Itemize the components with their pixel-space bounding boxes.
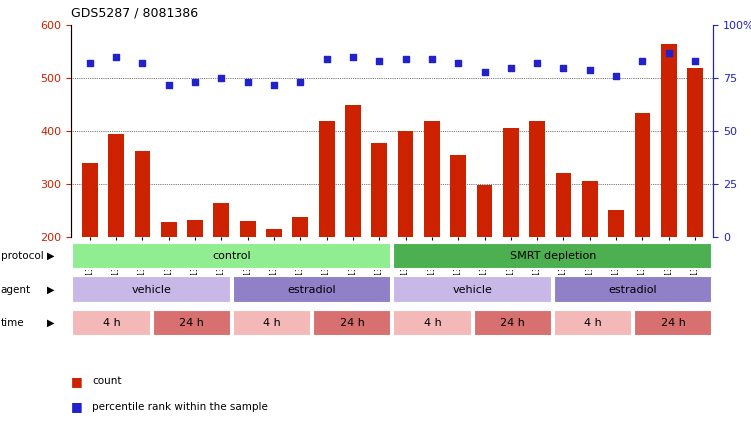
- Point: [531, 60, 543, 67]
- Bar: [82, 163, 98, 343]
- Point: [137, 60, 149, 67]
- Bar: [661, 44, 677, 343]
- Bar: [503, 129, 519, 343]
- Text: 4 h: 4 h: [103, 318, 120, 328]
- Bar: [240, 221, 255, 343]
- Text: estradiol: estradiol: [609, 285, 657, 294]
- Bar: [424, 121, 440, 343]
- Bar: [292, 217, 308, 343]
- Bar: [371, 143, 387, 343]
- Point: [268, 81, 280, 88]
- Text: time: time: [1, 318, 24, 328]
- Text: agent: agent: [1, 285, 31, 294]
- FancyBboxPatch shape: [152, 310, 231, 336]
- Bar: [582, 181, 598, 343]
- FancyBboxPatch shape: [394, 310, 472, 336]
- Point: [662, 49, 674, 56]
- Text: 4 h: 4 h: [263, 318, 281, 328]
- FancyBboxPatch shape: [394, 276, 552, 303]
- Point: [478, 69, 490, 75]
- Text: estradiol: estradiol: [288, 285, 336, 294]
- Point: [584, 66, 596, 73]
- Bar: [477, 185, 493, 343]
- Point: [610, 73, 622, 80]
- Text: 24 h: 24 h: [179, 318, 204, 328]
- FancyBboxPatch shape: [72, 276, 231, 303]
- Text: SMRT depletion: SMRT depletion: [510, 251, 596, 261]
- Text: ▶: ▶: [47, 251, 55, 261]
- FancyBboxPatch shape: [554, 276, 713, 303]
- Text: 24 h: 24 h: [661, 318, 686, 328]
- Text: vehicle: vehicle: [453, 285, 493, 294]
- FancyBboxPatch shape: [233, 310, 311, 336]
- Bar: [134, 151, 150, 343]
- Point: [347, 54, 359, 60]
- FancyBboxPatch shape: [72, 243, 391, 269]
- FancyBboxPatch shape: [72, 310, 150, 336]
- Point: [636, 58, 648, 65]
- Point: [373, 58, 385, 65]
- Text: count: count: [92, 376, 122, 386]
- Point: [689, 58, 701, 65]
- FancyBboxPatch shape: [635, 310, 713, 336]
- Bar: [345, 105, 360, 343]
- Point: [426, 56, 438, 63]
- Text: ▶: ▶: [47, 318, 55, 328]
- Text: vehicle: vehicle: [131, 285, 171, 294]
- Point: [321, 56, 333, 63]
- Text: 24 h: 24 h: [340, 318, 365, 328]
- Point: [400, 56, 412, 63]
- FancyBboxPatch shape: [313, 310, 391, 336]
- Bar: [398, 131, 414, 343]
- Point: [110, 54, 122, 60]
- Bar: [529, 121, 545, 343]
- FancyBboxPatch shape: [394, 243, 713, 269]
- Bar: [556, 173, 572, 343]
- Point: [84, 60, 96, 67]
- Bar: [635, 113, 650, 343]
- Bar: [687, 68, 703, 343]
- Text: ■: ■: [71, 375, 87, 387]
- Bar: [318, 121, 334, 343]
- Point: [557, 64, 569, 71]
- Text: 4 h: 4 h: [584, 318, 602, 328]
- Point: [216, 75, 228, 82]
- FancyBboxPatch shape: [233, 276, 391, 303]
- Text: 24 h: 24 h: [500, 318, 525, 328]
- Bar: [266, 229, 282, 343]
- Bar: [608, 211, 624, 343]
- Point: [452, 60, 464, 67]
- Text: 4 h: 4 h: [424, 318, 442, 328]
- FancyBboxPatch shape: [554, 310, 632, 336]
- FancyBboxPatch shape: [474, 310, 552, 336]
- Point: [242, 79, 254, 86]
- Point: [189, 79, 201, 86]
- Bar: [451, 155, 466, 343]
- Point: [505, 64, 517, 71]
- Point: [294, 79, 306, 86]
- Bar: [187, 220, 203, 343]
- Text: percentile rank within the sample: percentile rank within the sample: [92, 401, 268, 412]
- Text: control: control: [213, 251, 251, 261]
- Text: ▶: ▶: [47, 285, 55, 294]
- Bar: [161, 222, 176, 343]
- Text: ■: ■: [71, 400, 87, 413]
- Bar: [108, 134, 124, 343]
- Text: GDS5287 / 8081386: GDS5287 / 8081386: [71, 6, 198, 19]
- Point: [163, 81, 175, 88]
- Text: protocol: protocol: [1, 251, 44, 261]
- Bar: [213, 203, 229, 343]
